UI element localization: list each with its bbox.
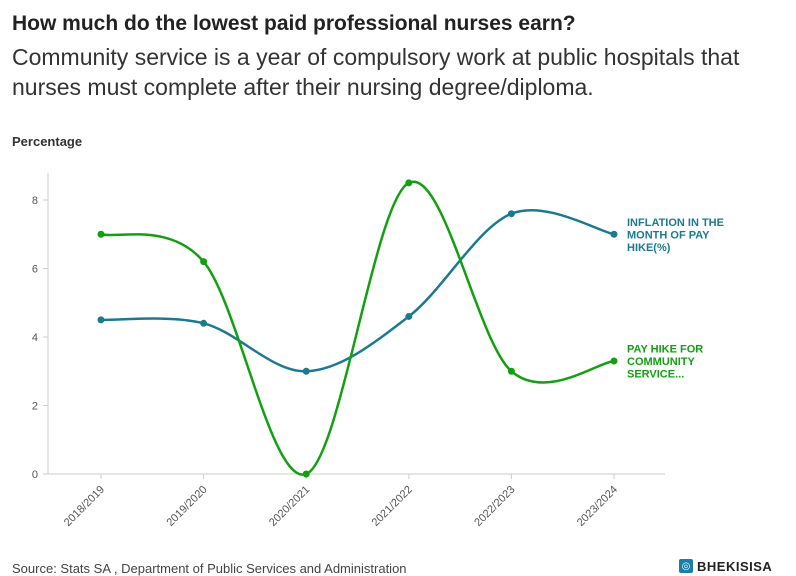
series-line-pay-hike (100, 180, 615, 476)
series-label-pay-hike: SERVICE... (627, 368, 684, 380)
data-point-pay-hike (200, 258, 208, 266)
x-tick-label: 2018/2019 (62, 484, 107, 529)
y-tick-label: 8 (32, 195, 38, 207)
y-tick-label: 0 (32, 469, 38, 481)
x-tick-label: 2023/2024 (575, 484, 620, 529)
y-tick-label: 2 (32, 401, 38, 413)
series-label-pay-hike: PAY HIKE FOR (627, 343, 703, 355)
y-tick-label: 4 (32, 332, 38, 344)
chart-subtitle: Community service is a year of compulsor… (12, 44, 740, 100)
x-tick-label: 2019/2020 (164, 484, 209, 529)
data-point-pay-hike (97, 230, 105, 238)
x-tick-label: 2021/2022 (370, 484, 415, 529)
logo-text: BHEKISISA (697, 558, 773, 574)
y-axis-label: Percentage (12, 134, 83, 149)
series-line-inflation (100, 208, 615, 373)
data-point-inflation (610, 230, 618, 238)
series-label-inflation: HIKE(%) (627, 242, 671, 254)
bhekisisa-logo-icon: ◎ (679, 559, 693, 573)
x-tick-label: 2022/2023 (472, 484, 517, 529)
y-tick-label: 6 (32, 264, 38, 276)
data-point-pay-hike (610, 357, 618, 365)
series-label-pay-hike: COMMUNITY (627, 356, 695, 368)
source-note: Source: Stats SA , Department of Public … (12, 561, 407, 576)
publisher-logo: ◎ BHEKISISA (679, 557, 772, 575)
series-label-inflation: INFLATION IN THE (627, 217, 724, 229)
data-point-pay-hike (302, 470, 310, 478)
data-point-pay-hike (405, 179, 413, 187)
data-point-pay-hike (507, 367, 515, 375)
data-point-inflation (302, 367, 310, 375)
data-point-inflation (405, 312, 413, 320)
x-tick-label: 2020/2021 (267, 484, 312, 529)
series-label-inflation: MONTH OF PAY (627, 229, 710, 241)
data-point-inflation (507, 210, 515, 218)
data-point-inflation (200, 319, 208, 327)
line-chart: 0 2 4 6 8 2018/2019 2019/2020 2020/2021 2021/202… (32, 172, 724, 529)
chart-title: How much do the lowest paid professional… (12, 12, 576, 35)
data-point-inflation (97, 316, 105, 324)
